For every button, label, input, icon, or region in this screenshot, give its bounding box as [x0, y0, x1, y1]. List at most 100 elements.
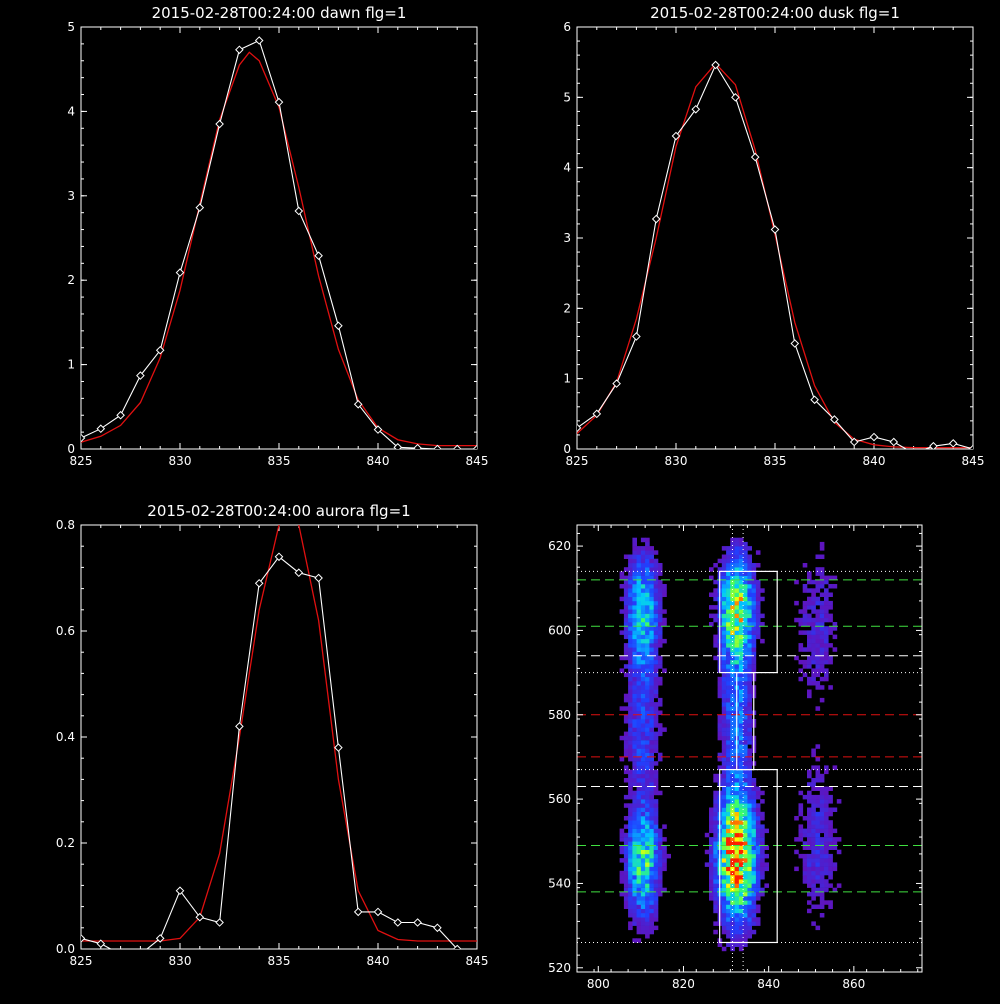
heatmap-cell — [815, 828, 821, 834]
heatmap-cell — [828, 685, 833, 690]
heatmap-cell — [628, 647, 633, 652]
heatmap-cell — [819, 554, 825, 559]
heatmap-cell — [815, 681, 821, 686]
heatmap-cell — [755, 883, 761, 888]
heatmap-cell — [721, 651, 727, 656]
heatmap-cell — [645, 592, 650, 597]
heatmap-cell — [640, 740, 646, 745]
heatmap-cell — [730, 630, 735, 635]
heatmap-cell — [743, 765, 748, 770]
heatmap-cell — [623, 613, 629, 619]
heatmap-cell — [743, 605, 748, 610]
heatmap-cell — [738, 934, 744, 939]
heatmap-cell — [645, 782, 650, 787]
heatmap-cell — [645, 896, 650, 901]
heatmap-cell — [747, 546, 752, 551]
heatmap-cell — [619, 575, 625, 581]
heatmap-cell — [649, 740, 654, 745]
heatmap-cell — [623, 579, 629, 585]
heatmap-cell — [734, 828, 740, 834]
heatmap-cell — [636, 917, 642, 922]
heatmap-cell — [815, 879, 821, 884]
heatmap-cell — [734, 913, 740, 918]
heatmap-cell — [640, 794, 646, 800]
heatmap-cell — [798, 668, 804, 673]
heatmap-cell — [730, 546, 735, 551]
heatmap-cell — [636, 710, 642, 715]
heatmap-cell — [811, 794, 816, 800]
heatmap-cell — [743, 938, 748, 943]
heatmap-cell — [623, 883, 629, 888]
heatmap-cell — [713, 921, 718, 926]
heatmap-cell — [645, 609, 650, 614]
heatmap-cell — [802, 664, 808, 669]
heatmap-cell — [636, 719, 642, 724]
heatmap-cell — [713, 655, 718, 661]
heatmap-cell — [751, 782, 757, 787]
heatmap-cell — [747, 921, 752, 926]
heatmap-cell — [738, 824, 744, 829]
heatmap-cell — [649, 634, 654, 640]
heatmap-cell — [738, 900, 744, 905]
heatmap-cell — [649, 558, 654, 564]
heatmap-cell — [819, 659, 825, 665]
heatmap-cell — [751, 870, 757, 876]
heatmap-cell — [636, 841, 642, 846]
heatmap-cell — [619, 571, 625, 576]
heatmap-cell — [623, 875, 629, 880]
heatmap-cell — [709, 849, 714, 855]
heatmap-cell — [632, 693, 637, 699]
heatmap-cell — [738, 723, 744, 728]
heatmap-cell — [747, 934, 752, 939]
data-point — [175, 886, 185, 896]
heatmap-cell — [760, 816, 765, 821]
heatmap-cell — [743, 756, 748, 762]
heatmap-cell — [645, 748, 650, 753]
data-point — [790, 339, 800, 348]
heatmap-cell — [628, 769, 633, 775]
heatmap-cell — [640, 816, 646, 821]
heatmap-cell — [632, 849, 637, 855]
heatmap-cell — [747, 799, 752, 804]
heatmap-cell — [824, 630, 829, 635]
heatmap-cell — [619, 832, 625, 838]
heatmap-cell — [824, 643, 829, 648]
heatmap-cell — [824, 600, 829, 606]
heatmap-cell — [726, 870, 731, 876]
heatmap-cell — [798, 676, 804, 682]
heatmap-cell — [721, 887, 727, 893]
heatmap-cell — [640, 584, 646, 589]
heatmap-cell — [653, 550, 659, 555]
heatmap-cell — [738, 917, 744, 922]
heatmap-cell — [747, 655, 752, 661]
heatmap-cell — [802, 828, 808, 834]
heatmap-cell — [713, 828, 718, 834]
heatmap-cell — [730, 626, 735, 631]
heatmap-cell — [649, 596, 654, 602]
heatmap-cell — [730, 786, 735, 791]
heatmap-cell — [709, 858, 714, 863]
heatmap-cell — [802, 870, 808, 876]
heatmap-cell — [730, 946, 735, 952]
heatmap-cell — [755, 845, 761, 850]
heatmap-cell — [811, 803, 816, 808]
heatmap-cell — [730, 613, 735, 619]
fit-curve — [81, 51, 477, 447]
heatmap-cell — [632, 659, 637, 665]
y-tick-label: 0.2 — [56, 836, 75, 850]
heatmap-cell — [730, 735, 735, 741]
heatmap-cell — [734, 541, 740, 547]
heatmap-cell — [636, 765, 642, 770]
heatmap-cell — [640, 904, 646, 909]
heatmap-cell — [730, 697, 735, 703]
heatmap-cell — [645, 887, 650, 893]
heatmap-cell — [819, 913, 825, 918]
heatmap-cell — [726, 820, 731, 825]
y-tick-label: 600 — [548, 623, 571, 637]
heatmap-cell — [815, 845, 821, 850]
heatmap-cell — [743, 575, 748, 581]
heatmap-cell — [640, 613, 646, 619]
heatmap-cell — [628, 697, 633, 703]
heatmap-cell — [662, 837, 667, 842]
heatmap-cell — [811, 643, 816, 648]
